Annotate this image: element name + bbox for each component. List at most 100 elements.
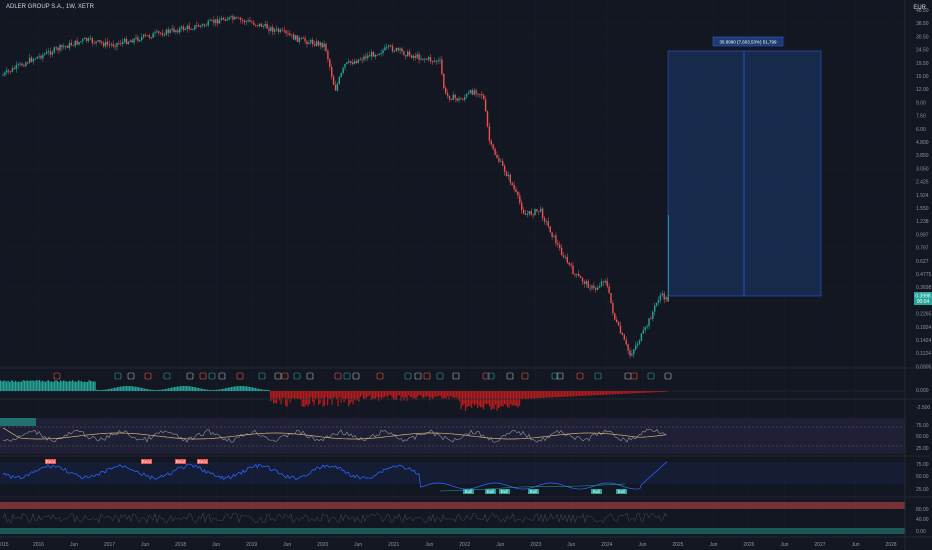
macd-bar	[586, 391, 588, 396]
candle-body	[562, 255, 565, 258]
price-axis[interactable]: 48.50 38.50 30.50 24.50 19.50 15.00 12.00 9.00 7…	[916, 8, 932, 370]
macd-bar	[244, 386, 246, 391]
measure-box[interactable]	[667, 50, 822, 297]
macd-bar	[418, 391, 420, 396]
time-axis[interactable]: 2015 2016 Jun 2017 Jun 2018 Jun 2019 Jun 2020 Jun 2…	[0, 542, 897, 548]
candle-body	[370, 52, 373, 57]
candle-body	[536, 209, 538, 212]
macd-bar	[196, 387, 198, 391]
candle-body	[264, 23, 266, 27]
macd-bar	[339, 391, 341, 398]
macd-bar	[657, 391, 659, 393]
candle-body	[384, 47, 386, 51]
signal-marker	[334, 372, 342, 380]
price-tick-label: 48.50	[916, 8, 929, 14]
candle-body	[608, 286, 610, 294]
macd-bar	[505, 391, 507, 406]
macd-bar	[597, 391, 599, 396]
macd-bar	[199, 388, 201, 391]
bull-tag-label: Bull	[465, 489, 473, 494]
candle-body	[211, 20, 213, 21]
macd-bar	[184, 386, 186, 391]
macd-bar	[157, 389, 159, 391]
macd-bar	[117, 387, 119, 391]
candle-body	[441, 59, 443, 74]
macd-bar	[283, 391, 285, 398]
signal-marker	[352, 372, 360, 380]
bear-tag-label: Bear	[46, 459, 56, 464]
macd-bar	[550, 391, 552, 398]
macd-bar	[232, 386, 234, 391]
macd-bar	[28, 380, 30, 391]
candle-body	[519, 195, 521, 203]
candle-body	[642, 330, 644, 334]
candle-body	[351, 62, 354, 65]
macd-bar	[628, 391, 630, 394]
candle-body	[142, 34, 145, 38]
candle-body	[583, 281, 586, 284]
candle-body	[226, 19, 228, 21]
candle-body	[150, 37, 152, 39]
macd-bar	[36, 380, 38, 391]
symbol-title[interactable]: ADLER GROUP S.A., 1W, XETR	[6, 4, 94, 10]
candle-body	[23, 65, 25, 67]
macd-bar	[384, 391, 386, 398]
time-tick-label: 2026	[743, 542, 754, 548]
macd-bar	[136, 386, 138, 391]
macd-bar	[7, 380, 9, 391]
candle-body	[342, 67, 344, 73]
macd-bar	[613, 391, 615, 395]
macd-bar	[262, 389, 264, 391]
macd-bar	[288, 391, 290, 399]
candle-body	[621, 332, 624, 335]
macd-bar	[307, 391, 309, 407]
macd-bar	[144, 388, 146, 391]
candle-body	[515, 189, 517, 192]
price-tick-label: 0.3698	[916, 285, 932, 291]
macd-bar	[630, 391, 632, 394]
candle-body	[175, 30, 177, 32]
macd-bar	[55, 380, 57, 391]
macd-bar	[619, 391, 621, 395]
signal-marker	[144, 372, 152, 380]
price-tick-label: 0.997	[916, 232, 929, 238]
macd-bar	[213, 389, 215, 391]
candle-body	[129, 40, 131, 42]
price-candles[interactable]	[2, 14, 669, 359]
price-tick-label: 24.50	[916, 48, 929, 54]
candle-body	[139, 40, 141, 41]
candle-body	[274, 29, 276, 32]
macd-bar	[325, 391, 327, 398]
price-tick-label: 0.627	[916, 259, 929, 265]
candle-body	[473, 90, 475, 95]
macd-bar	[336, 391, 338, 400]
macd-bar	[156, 389, 158, 391]
macd-bar	[96, 389, 98, 391]
macd-bar	[139, 387, 141, 391]
signal-marker	[506, 372, 514, 380]
candle-body	[477, 93, 479, 95]
macd-bar	[48, 380, 50, 391]
macd-bar	[474, 391, 476, 406]
candle-body	[209, 20, 211, 22]
candle-body	[32, 59, 35, 62]
candle-body	[236, 17, 238, 18]
candle-body	[47, 51, 50, 52]
candle-body	[277, 28, 280, 32]
candle-body	[452, 94, 454, 100]
candle-body	[169, 29, 171, 33]
measure-tool[interactable]: 35.8990 (7,603.53%) 51,799	[667, 36, 822, 297]
macd-bar	[250, 387, 252, 391]
candle-body	[228, 17, 230, 20]
bear-tag	[45, 459, 56, 464]
macd-bar	[222, 388, 224, 391]
signal-marker	[293, 372, 301, 380]
candle-body	[53, 47, 55, 53]
candle-body	[28, 57, 31, 63]
candle-body	[566, 256, 568, 263]
macd-pane	[0, 372, 905, 411]
macd-bar	[72, 380, 74, 391]
macd-bar	[9, 381, 11, 391]
macd-bar	[241, 386, 243, 391]
